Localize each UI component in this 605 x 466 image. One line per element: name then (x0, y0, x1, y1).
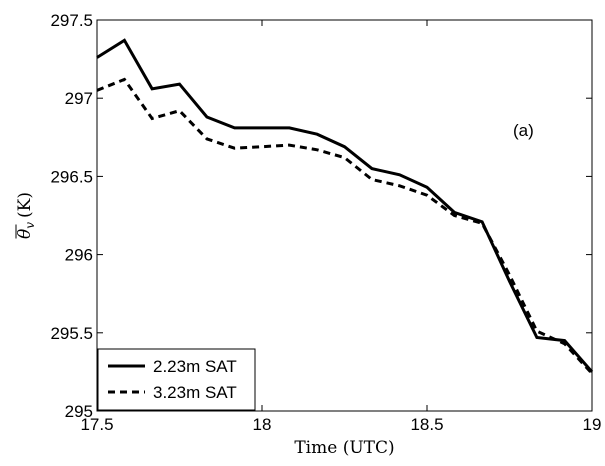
y-tick-label: 297 (65, 89, 93, 108)
y-tick-label: 297.5 (50, 11, 93, 30)
y-axis-unit: (K) (15, 192, 35, 218)
x-axis-title: Time (UTC) (294, 438, 394, 458)
y-tick-label: 295 (65, 402, 93, 421)
x-tick-label: 19 (583, 415, 602, 434)
y-tick-label: 296 (65, 246, 93, 265)
panel-annotation: (a) (513, 121, 534, 140)
y-axis-symbol: θ (15, 229, 35, 239)
x-tick-label: 18.5 (410, 415, 443, 434)
x-tick-label: 17.5 (80, 415, 113, 434)
y-axis-title: θv (K) (15, 192, 37, 239)
y-tick-label: 296.5 (50, 167, 93, 186)
plot-marks (96, 38, 594, 375)
legend-box (97, 348, 256, 411)
svg-text:θv(K): θv (K) (15, 192, 37, 239)
plot-frame (96, 19, 593, 412)
legend-label-2-23m-sat: 2.23m SAT (153, 357, 237, 376)
y-tick-label: 295.5 (50, 324, 93, 343)
axis-ticks: 17.5 18 18.5 19 295 295.5 296 296.5 297 297.5 (50, 11, 601, 434)
legend: 2.23m SAT 3.23m SAT (97, 348, 256, 411)
y-axis-subscript: v (23, 222, 37, 229)
legend-label-3-23m-sat: 3.23m SAT (153, 383, 237, 402)
series-line-2-23m-sat (96, 38, 594, 373)
x-tick-label: 18 (253, 415, 272, 434)
